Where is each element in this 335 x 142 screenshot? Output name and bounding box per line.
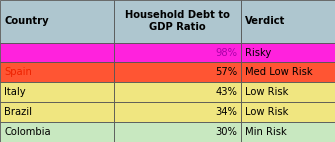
Bar: [0, 102, 114, 122]
Bar: [114, 62, 241, 82]
Bar: [0, 62, 114, 82]
Bar: [241, 0, 335, 43]
Text: Spain: Spain: [4, 67, 32, 77]
Text: Colombia: Colombia: [4, 127, 51, 137]
Bar: [0, 43, 114, 62]
Bar: [241, 82, 335, 102]
Text: 34%: 34%: [215, 107, 237, 117]
Bar: [241, 43, 335, 62]
Text: 57%: 57%: [215, 67, 237, 77]
Text: Brazil: Brazil: [4, 107, 32, 117]
Bar: [114, 122, 241, 142]
Bar: [0, 82, 114, 102]
Text: Verdict: Verdict: [245, 16, 286, 26]
Text: 30%: 30%: [215, 127, 237, 137]
Text: New Zealand: New Zealand: [4, 48, 70, 58]
Bar: [0, 0, 114, 43]
Text: Country: Country: [4, 16, 49, 26]
Text: Med Low Risk: Med Low Risk: [245, 67, 313, 77]
Text: Low Risk: Low Risk: [245, 107, 288, 117]
Text: 43%: 43%: [215, 87, 237, 97]
Text: Italy: Italy: [4, 87, 26, 97]
Bar: [0, 122, 114, 142]
Bar: [241, 102, 335, 122]
Text: Household Debt to
GDP Ratio: Household Debt to GDP Ratio: [125, 11, 230, 32]
Text: Risky: Risky: [245, 48, 271, 58]
Bar: [114, 43, 241, 62]
Bar: [114, 82, 241, 102]
Bar: [114, 102, 241, 122]
Bar: [241, 62, 335, 82]
Bar: [241, 122, 335, 142]
Text: Low Risk: Low Risk: [245, 87, 288, 97]
Bar: [114, 0, 241, 43]
Text: 98%: 98%: [215, 48, 237, 58]
Text: Min Risk: Min Risk: [245, 127, 287, 137]
